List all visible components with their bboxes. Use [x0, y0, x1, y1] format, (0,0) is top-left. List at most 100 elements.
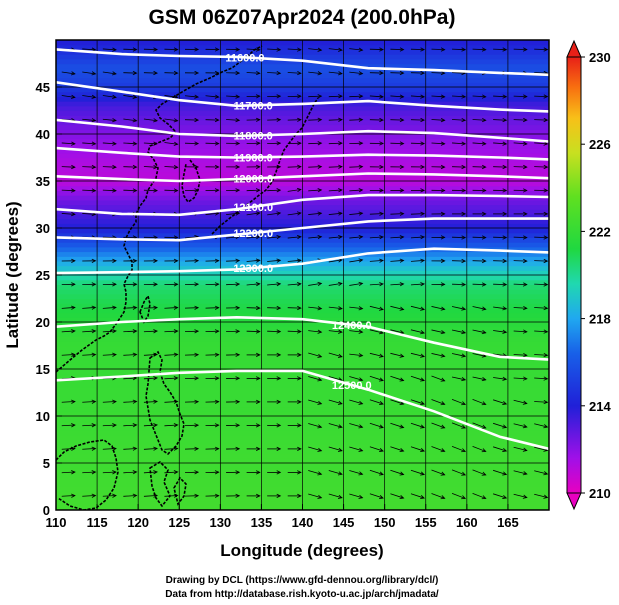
wind-arrow-head — [214, 47, 220, 52]
wind-arrow — [328, 189, 342, 192]
chart-title: GSM 06Z07Apr2024 (200.0hPa) — [149, 6, 456, 29]
wind-arrow-head — [461, 495, 467, 500]
wind-arrow — [308, 446, 322, 452]
wind-arrow-head — [194, 329, 200, 334]
wind-arrow-head — [337, 494, 343, 499]
plot-area: 11600.0 11700.0 11800.0 11900.0 12000.0 12100… — [56, 40, 549, 510]
wind-arrow-head — [276, 352, 282, 358]
wind-arrow-head — [481, 47, 487, 52]
wind-arrow — [390, 399, 404, 405]
wind-arrow-head — [440, 141, 446, 146]
wind-arrow — [472, 469, 486, 476]
wind-arrow-head — [461, 94, 467, 99]
wind-arrow-head — [112, 141, 117, 146]
wind-arrow-head — [70, 71, 76, 76]
wind-arrow-head — [317, 377, 323, 382]
wind-arrow-head — [194, 47, 200, 52]
wind-arrow-head — [194, 305, 200, 310]
wind-arrow-head — [235, 70, 241, 76]
wind-arrow — [82, 213, 96, 215]
wind-arrow-head — [502, 306, 508, 311]
wind-arrow-head — [235, 399, 241, 404]
wind-arrow-head — [338, 234, 343, 240]
wind-arrow-head — [481, 188, 487, 193]
wind-arrow — [328, 166, 342, 168]
wind-arrow-head — [91, 118, 97, 123]
wind-arrow — [287, 189, 301, 192]
wind-arrow-head — [317, 164, 323, 169]
wind-arrow-head — [132, 446, 138, 451]
wind-arrow-head — [338, 329, 343, 334]
wind-arrow — [369, 352, 384, 357]
wind-arrow-head — [543, 305, 549, 311]
wind-arrow-head — [358, 211, 364, 216]
wind-arrow-head — [71, 352, 76, 357]
wind-arrow — [61, 95, 75, 98]
wind-arrow-head — [153, 282, 158, 287]
wind-arrow — [328, 306, 342, 310]
wind-arrow — [513, 283, 527, 286]
wind-arrow-head — [112, 258, 117, 263]
wind-arrow-head — [358, 94, 364, 99]
wind-arrow — [349, 282, 363, 286]
wind-arrow-head — [235, 493, 241, 498]
wind-arrow — [267, 259, 281, 262]
wind-arrow-head — [153, 305, 158, 310]
wind-arrow-head — [132, 329, 138, 334]
wind-arrow-head — [255, 376, 261, 381]
wind-arrow-head — [337, 281, 343, 286]
wind-arrow — [513, 423, 527, 428]
wind-arrow-head — [543, 494, 549, 499]
colorbar: 210 214 218 222 226 230 — [566, 39, 611, 511]
wind-arrow-head — [71, 470, 76, 475]
contour-label: 11600.0 — [225, 52, 264, 64]
wind-arrow-head — [255, 282, 261, 287]
wind-arrow — [534, 401, 548, 403]
wind-arrow-head — [297, 446, 302, 452]
wind-arrow-head — [379, 306, 384, 311]
y-tick-label: 5 — [43, 456, 50, 471]
y-tick-label: 35 — [36, 174, 50, 189]
wind-arrow-head — [194, 94, 200, 99]
wind-arrow — [349, 236, 363, 239]
wind-arrow — [452, 48, 466, 51]
wind-arrow — [493, 422, 507, 428]
wind-arrow — [349, 330, 363, 333]
wind-arrow — [369, 283, 384, 286]
wind-arrow — [143, 166, 158, 168]
wind-arrow-head — [440, 117, 446, 123]
wind-arrow-head — [522, 494, 528, 499]
wind-arrow-head — [420, 400, 425, 405]
wind-arrow — [308, 470, 322, 475]
wind-arrow — [493, 48, 507, 51]
wind-arrow-head — [112, 188, 117, 193]
wind-arrow-head — [337, 471, 343, 476]
contour-line — [56, 172, 549, 183]
wind-arrow-head — [440, 377, 446, 382]
wind-arrow — [369, 375, 384, 381]
wind-arrow-head — [358, 306, 364, 311]
wind-arrow-head — [214, 352, 220, 357]
wind-arrow-head — [481, 448, 487, 453]
wind-arrow-head — [420, 494, 425, 499]
wind-arrow-head — [399, 306, 405, 311]
wind-arrow — [164, 377, 178, 380]
wind-arrow-head — [440, 188, 446, 193]
wind-arrow-head — [132, 423, 138, 428]
wind-arrow — [349, 423, 363, 428]
wind-arrow-head — [194, 352, 200, 357]
wind-arrow-head — [502, 164, 508, 170]
contour-label: 12400.0 — [332, 320, 372, 332]
wind-arrow-head — [71, 141, 76, 146]
wind-arrow — [61, 354, 75, 356]
wind-arrow — [287, 283, 301, 286]
wind-arrow-head — [502, 47, 508, 52]
wind-arrow — [82, 307, 96, 309]
wind-arrow — [61, 471, 75, 474]
wind-arrow — [226, 95, 240, 98]
wind-arrow — [472, 329, 486, 334]
wind-arrow — [390, 352, 404, 357]
wind-arrow-head — [214, 94, 220, 99]
wind-arrow-head — [461, 401, 467, 406]
wind-arrow-head — [522, 329, 528, 334]
